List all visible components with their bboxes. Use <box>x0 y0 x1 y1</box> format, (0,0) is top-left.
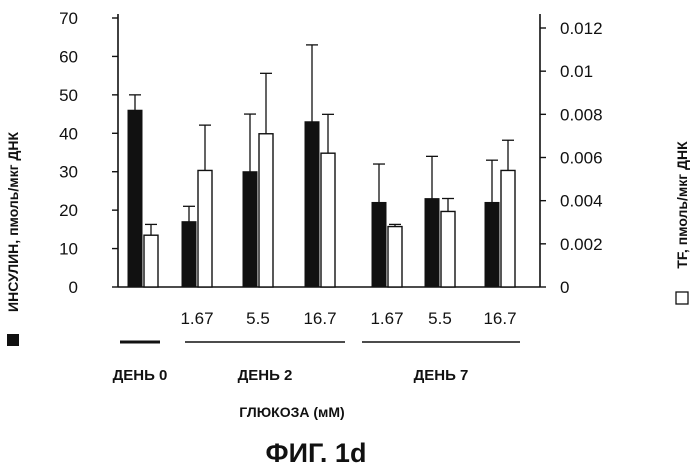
y-axis-left-label: ИНСУЛИН, пмоль/мкг ДНК <box>5 132 21 312</box>
bar-insulin <box>305 122 319 287</box>
right-axis-ticks: 0 0.002 0.004 0.006 0.008 0.01 0.012 <box>540 19 603 297</box>
day-label: ДЕНЬ 2 <box>238 367 293 384</box>
bar-tf <box>501 170 515 287</box>
left-tick-label: 50 <box>59 86 78 105</box>
right-tick-label: 0.012 <box>560 19 603 38</box>
left-tick-label: 60 <box>59 47 78 66</box>
bar-tf <box>259 134 273 287</box>
bar-insulin <box>372 202 386 287</box>
day-labels: ДЕНЬ 0 ДЕНЬ 2 ДЕНЬ 7 <box>113 342 520 384</box>
bar-tf <box>441 211 455 287</box>
x-axis-label: ГЛЮКОЗА (мМ) <box>239 404 344 420</box>
left-tick-label: 40 <box>59 124 78 143</box>
insulin-legend-swatch <box>7 334 19 346</box>
bar-tf <box>144 235 158 287</box>
left-tick-label: 30 <box>59 163 78 182</box>
bars <box>128 45 515 287</box>
category-label: 16.7 <box>483 309 516 328</box>
bar-insulin <box>485 202 499 287</box>
bar-tf <box>388 227 402 287</box>
y-axis-right-label: TF, пмоль/мкг ДНК <box>674 141 690 269</box>
category-label: 5.5 <box>428 309 452 328</box>
bar-insulin <box>243 172 257 287</box>
right-tick-label: 0 <box>560 278 569 297</box>
left-tick-label: 70 <box>59 9 78 28</box>
tf-legend-swatch <box>676 292 688 304</box>
bar-tf <box>321 153 335 287</box>
right-tick-label: 0.01 <box>560 62 593 81</box>
left-tick-label: 0 <box>69 278 78 297</box>
bar-insulin <box>128 110 142 287</box>
day-label: ДЕНЬ 7 <box>414 367 469 384</box>
right-tick-label: 0.008 <box>560 105 603 124</box>
day-label: ДЕНЬ 0 <box>113 367 168 384</box>
category-label: 1.67 <box>370 309 403 328</box>
figure-title: ФИГ. 1d <box>266 438 367 468</box>
right-tick-label: 0.006 <box>560 149 603 168</box>
bar-tf <box>198 170 212 287</box>
category-labels: 1.67 5.5 16.7 1.67 5.5 16.7 <box>180 309 516 328</box>
bar-insulin <box>182 222 196 287</box>
left-tick-label: 10 <box>59 240 78 259</box>
bar-insulin <box>425 199 439 287</box>
right-tick-label: 0.004 <box>560 192 603 211</box>
left-axis-ticks: 0 10 20 30 40 50 60 70 <box>59 9 118 297</box>
right-tick-label: 0.002 <box>560 235 603 254</box>
category-label: 5.5 <box>246 309 270 328</box>
left-tick-label: 20 <box>59 201 78 220</box>
category-label: 1.67 <box>180 309 213 328</box>
category-label: 16.7 <box>303 309 336 328</box>
